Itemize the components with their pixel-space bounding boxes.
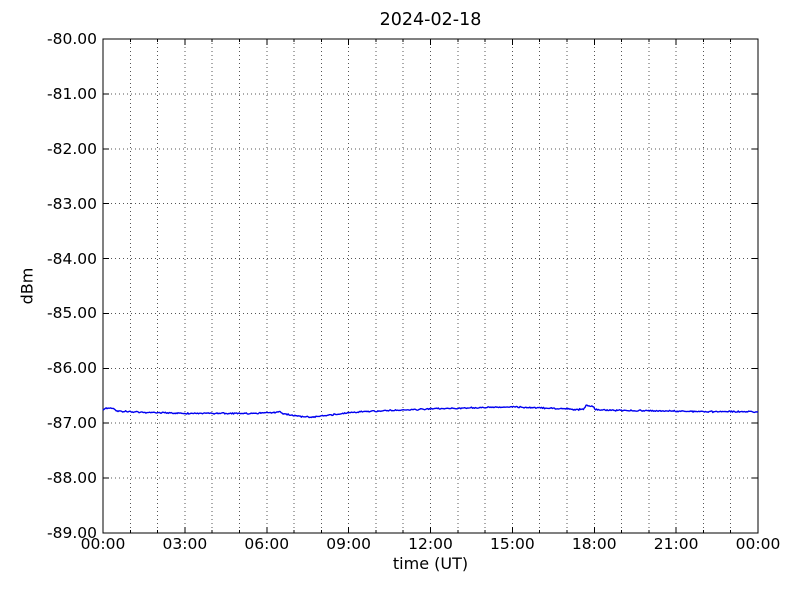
x-tick-label: 06:00 [244,535,290,553]
plot-border [102,38,759,534]
y-tick-label: -83.00 [47,194,97,213]
y-tick-label: -85.00 [47,304,97,323]
signal-line [102,404,759,419]
x-tick-label: 00:00 [80,535,126,553]
x-tick-label: 18:00 [571,535,617,553]
y-tick-label: -89.00 [47,524,97,542]
y-tick-label: -81.00 [47,84,97,103]
y-axis-label: dBm [17,267,37,305]
y-tick-label: -88.00 [47,469,97,488]
chart-title: 2024-02-18 [379,10,482,30]
x-axis-label: time (UT) [392,554,469,573]
x-tick-label: 00:00 [735,535,781,553]
x-tick-label: 03:00 [162,535,208,553]
y-tick-label: -84.00 [47,249,97,268]
x-tick-label: 15:00 [490,535,535,553]
x-tick-label: 12:00 [408,535,453,553]
x-tick-label: 09:00 [326,535,371,553]
y-tick-label: -87.00 [47,414,97,433]
axis-ticks [102,38,759,534]
grid-lines [103,39,758,533]
y-tick-label: -86.00 [47,359,97,378]
x-tick-label: 21:00 [653,535,699,553]
y-tick-label: -82.00 [47,139,97,158]
y-tick-label: -80.00 [47,30,97,48]
